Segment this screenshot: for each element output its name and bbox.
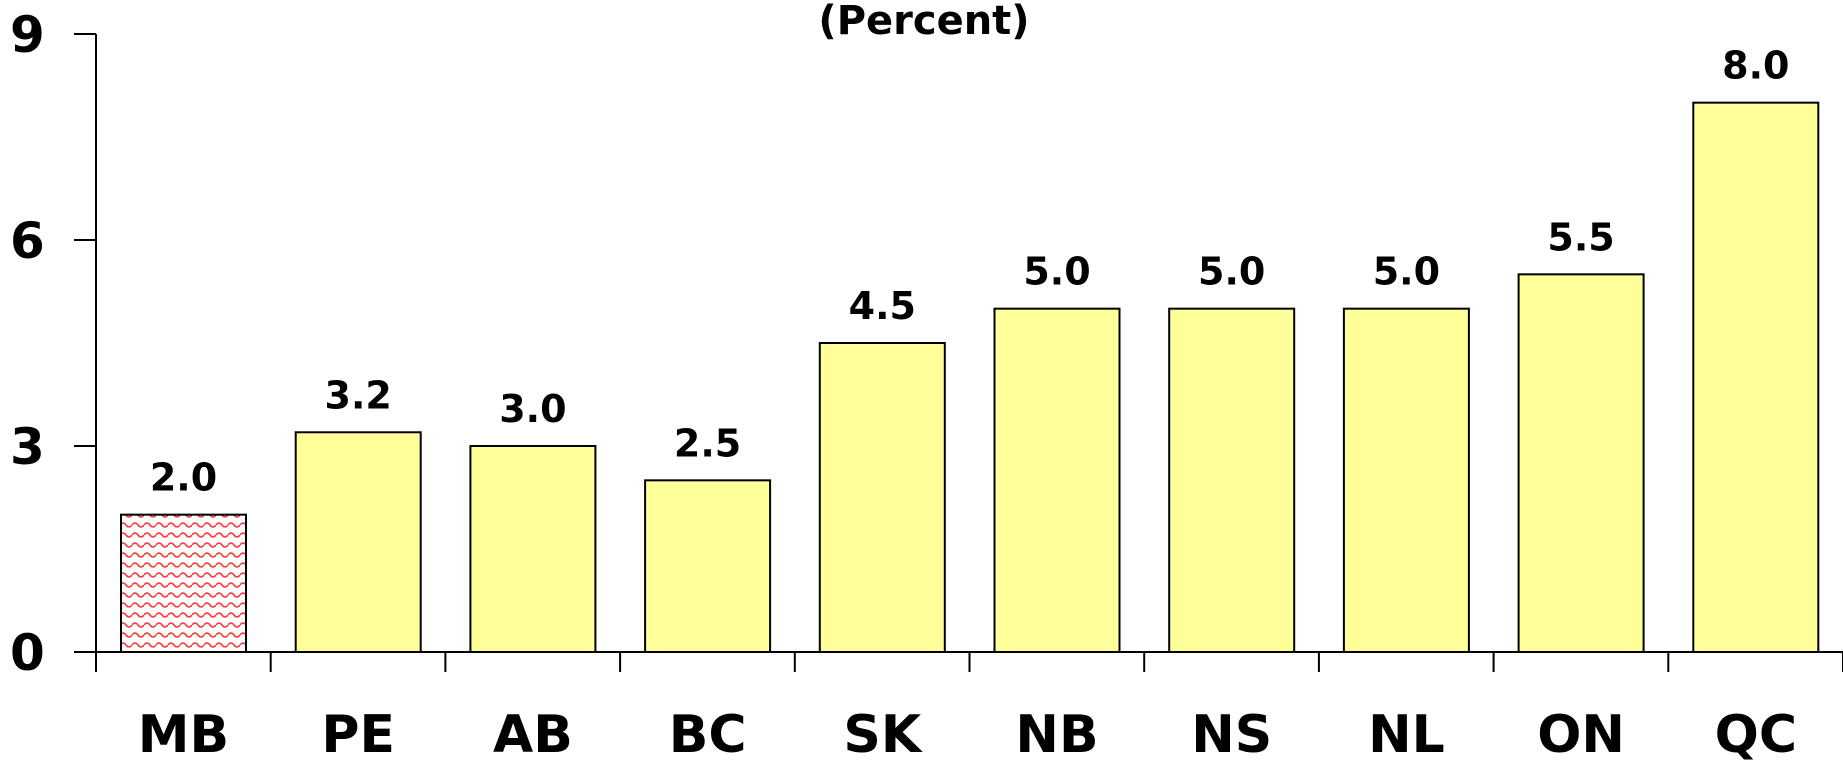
y-tick-label: 0 [10,624,45,682]
chart-title: (Percent) [818,0,1029,44]
bar-ab [469,445,597,653]
data-label-pe: 3.2 [325,373,392,417]
category-label-nl: NL [1368,705,1445,761]
data-label-bc: 2.5 [674,421,741,465]
bar-nl [1342,307,1470,653]
bar-bc [644,479,772,654]
category-label-nb: NB [1015,705,1098,761]
y-tick-label: 3 [10,418,45,476]
category-label-qc: QC [1715,705,1797,761]
category-label-ab: AB [493,705,573,761]
bar-pe [294,431,422,653]
category-label-on: ON [1537,705,1625,761]
data-label-qc: 8.0 [1722,44,1789,88]
data-label-ab: 3.0 [499,387,566,431]
bar-qc [1692,101,1820,653]
data-label-on: 5.5 [1547,215,1614,259]
bar-mb [120,513,247,654]
bar-sk [818,342,946,653]
bar-ns [1168,307,1296,653]
bars [120,101,1820,654]
category-label-pe: PE [321,705,395,761]
data-label-nb: 5.0 [1023,250,1090,294]
y-tick-label: 9 [10,6,45,64]
y-tick-label: 6 [10,212,45,270]
data-label-mb: 2.0 [150,456,217,500]
category-label-mb: MB [138,705,229,761]
category-label-sk: SK [843,705,922,761]
data-label-sk: 4.5 [849,284,916,328]
data-label-ns: 5.0 [1198,250,1265,294]
category-label-ns: NS [1191,705,1272,761]
bar-on [1517,273,1645,653]
data-label-nl: 5.0 [1373,250,1440,294]
bar-nb [993,307,1121,653]
category-label-bc: BC [669,705,747,761]
data-labels: 2.0 MB 3.2 PE 3.0 AB 2.5 BC 4.5 SK 5.0 NB 5.0 NS 5.0 NL… [138,44,1797,761]
